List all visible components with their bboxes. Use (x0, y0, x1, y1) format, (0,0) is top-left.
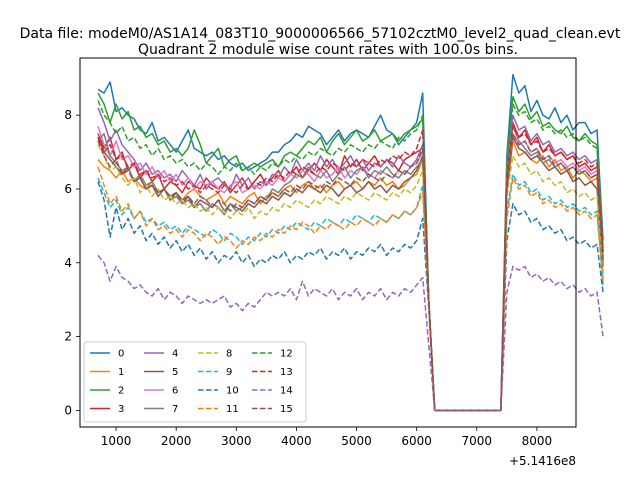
legend-label-15: 15 (280, 404, 293, 415)
legend-label-4: 4 (172, 349, 178, 360)
x-tick-label: 1000 (101, 434, 132, 448)
series-line-14 (97, 254, 604, 412)
y-tick-label: 2 (64, 330, 72, 344)
axes: 1000 2000 3000 4000 5000 6000 7000 8000 0 2 4 6 8 (64, 108, 552, 448)
series-line-7 (97, 125, 604, 412)
series-line-4 (97, 107, 604, 412)
series-line-15 (97, 132, 604, 412)
series-line-13 (97, 125, 604, 412)
legend-label-6: 6 (172, 386, 178, 397)
x-tick-label: 5000 (341, 434, 372, 448)
legend-label-9: 9 (226, 367, 232, 378)
legend-label-5: 5 (172, 367, 178, 378)
legend-label-14: 14 (280, 386, 293, 397)
y-tick-label: 8 (64, 108, 72, 122)
x-tick-label: 6000 (401, 434, 432, 448)
x-offset-label: +5.1416e8 (509, 454, 576, 468)
series-line-11 (97, 166, 604, 412)
x-tick-label: 2000 (161, 434, 192, 448)
legend-box (83, 341, 307, 423)
legend-label-10: 10 (226, 386, 239, 397)
plot-frame (79, 57, 577, 428)
x-tick-label: 4000 (281, 434, 312, 448)
series-line-9 (97, 173, 604, 412)
x-tick-label: 7000 (462, 434, 493, 448)
legend-label-11: 11 (226, 404, 239, 415)
series-lines (97, 73, 604, 412)
legend-label-13: 13 (280, 367, 293, 378)
series-line-12 (97, 100, 604, 412)
series-line-8 (97, 144, 604, 412)
legend-label-1: 1 (118, 367, 124, 378)
x-tick-label: 8000 (522, 434, 553, 448)
x-tick-label: 3000 (221, 434, 252, 448)
y-tick-label: 6 (64, 182, 72, 196)
legend-label-8: 8 (226, 349, 232, 360)
series-line-0 (97, 73, 604, 412)
legend-label-3: 3 (118, 404, 124, 415)
series-line-10 (97, 181, 604, 412)
legend-label-2: 2 (118, 386, 124, 397)
y-tick-label: 4 (64, 256, 72, 270)
legend-label-7: 7 (172, 404, 178, 415)
series-line-2 (97, 92, 604, 412)
y-tick-label: 0 (64, 403, 72, 417)
chart-title: Quadrant 2 module wise count rates with … (138, 42, 518, 58)
figure-suptitle: Data file: modeM0/AS1A14_083T10_90000065… (20, 26, 621, 42)
legend-label-12: 12 (280, 349, 293, 360)
legend-label-0: 0 (118, 349, 124, 360)
